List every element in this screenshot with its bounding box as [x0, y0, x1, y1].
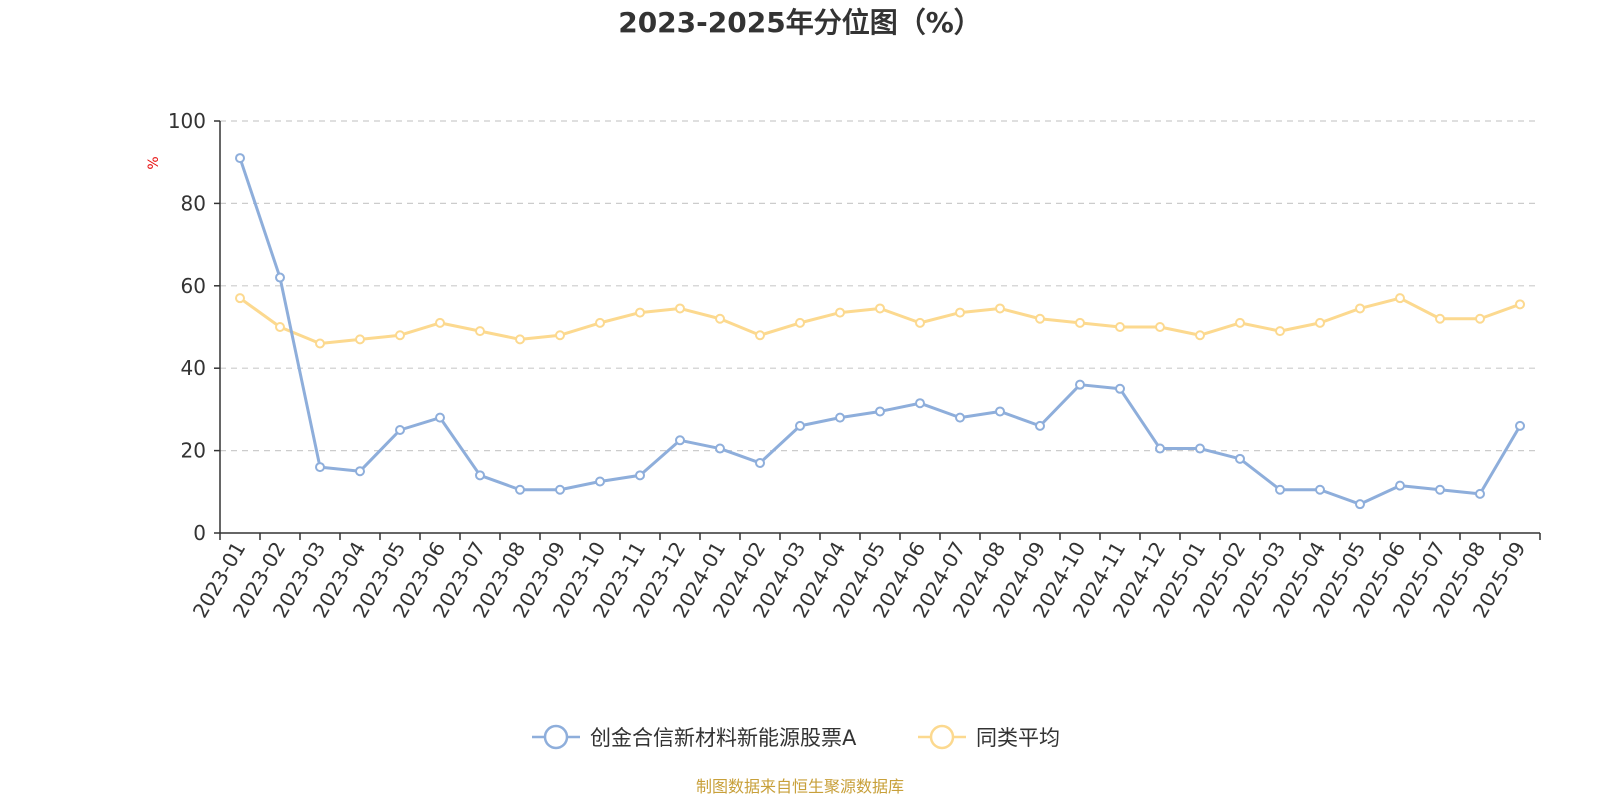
data-point	[275, 322, 285, 332]
data-point	[355, 334, 365, 345]
data-point	[1155, 322, 1165, 332]
data-point	[1515, 299, 1525, 310]
data-point	[955, 307, 965, 318]
data-point	[715, 313, 725, 324]
data-point	[355, 466, 365, 477]
data-point	[435, 317, 445, 328]
data-point	[395, 425, 405, 435]
legend-label: 创金合信新材料新能源股票A	[590, 726, 857, 750]
data-point	[1355, 499, 1365, 510]
data-point	[555, 484, 565, 495]
data-point	[635, 470, 645, 481]
data-point	[795, 420, 805, 431]
data-point	[1275, 484, 1285, 495]
legend-marker	[929, 724, 955, 750]
data-point	[1435, 313, 1445, 324]
data-point	[635, 307, 645, 318]
data-point	[1475, 488, 1485, 499]
y-tick-label: 100	[168, 109, 206, 133]
data-point	[675, 435, 685, 446]
chart-title: 2023-2025年分位图（%）	[618, 6, 982, 39]
source-note: 制图数据来自恒生聚源数据库	[696, 777, 904, 796]
data-point	[955, 412, 965, 423]
data-point	[395, 330, 405, 341]
data-point	[555, 330, 565, 341]
data-point	[1115, 383, 1125, 394]
series-line	[238, 156, 1522, 506]
x-tick-labels: 2023-012023-022023-032023-042023-052023-…	[188, 538, 1531, 622]
data-point	[275, 272, 285, 283]
grid-lines	[220, 120, 1540, 452]
data-point	[235, 293, 245, 304]
data-point	[915, 398, 925, 409]
data-point	[1075, 379, 1085, 390]
y-tick-label: 20	[181, 439, 206, 463]
data-point	[1195, 330, 1205, 341]
data-point	[1435, 484, 1445, 495]
data-point	[1035, 313, 1045, 324]
y-tick-label: 0	[193, 521, 206, 545]
legend-label: 同类平均	[976, 726, 1060, 750]
data-point	[315, 462, 325, 473]
axes	[214, 120, 1541, 540]
data-point	[235, 153, 245, 164]
data-point	[595, 476, 605, 487]
data-point	[1475, 313, 1485, 324]
data-point	[1235, 317, 1245, 328]
series-layer	[235, 153, 1525, 510]
data-point	[715, 443, 725, 454]
data-point	[755, 457, 765, 468]
data-point	[795, 317, 805, 328]
data-point	[875, 406, 885, 417]
data-point	[995, 406, 1005, 417]
data-point	[515, 334, 525, 345]
data-point	[1235, 453, 1245, 464]
y-tick-label: 40	[181, 356, 206, 380]
series-1	[235, 153, 1525, 510]
data-point	[915, 317, 925, 328]
data-point	[515, 484, 525, 495]
y-tick-labels: 0 20 40 60 80 100	[168, 109, 206, 545]
data-point	[315, 338, 325, 349]
data-point	[1035, 420, 1045, 431]
legend-item-1[interactable]: 创金合信新材料新能源股票A	[532, 724, 857, 750]
legend-item-2[interactable]: 同类平均	[918, 724, 1060, 750]
data-point	[1395, 293, 1405, 304]
data-point	[1315, 317, 1325, 328]
data-point	[1515, 420, 1525, 431]
legend[interactable]: 创金合信新材料新能源股票A 同类平均	[532, 724, 1060, 750]
data-point	[1315, 484, 1325, 495]
data-point	[475, 326, 485, 337]
data-point	[835, 307, 845, 318]
series-2	[235, 293, 1525, 349]
data-point	[595, 317, 605, 328]
data-point	[1395, 480, 1405, 491]
data-point	[875, 303, 885, 314]
data-point	[835, 412, 845, 423]
data-point	[755, 330, 765, 341]
data-point	[995, 303, 1005, 314]
data-point	[1275, 326, 1285, 337]
data-point	[1075, 317, 1085, 328]
y-tick-label: 60	[181, 274, 206, 298]
data-point	[475, 470, 485, 481]
data-point	[1115, 322, 1125, 332]
data-point	[675, 303, 685, 314]
y-axis-unit-label: %	[146, 156, 162, 169]
data-point	[1155, 443, 1165, 454]
legend-marker	[543, 724, 569, 750]
data-point	[1195, 443, 1205, 454]
data-point	[435, 412, 445, 423]
y-tick-label: 80	[181, 191, 206, 215]
data-point	[1355, 303, 1365, 314]
